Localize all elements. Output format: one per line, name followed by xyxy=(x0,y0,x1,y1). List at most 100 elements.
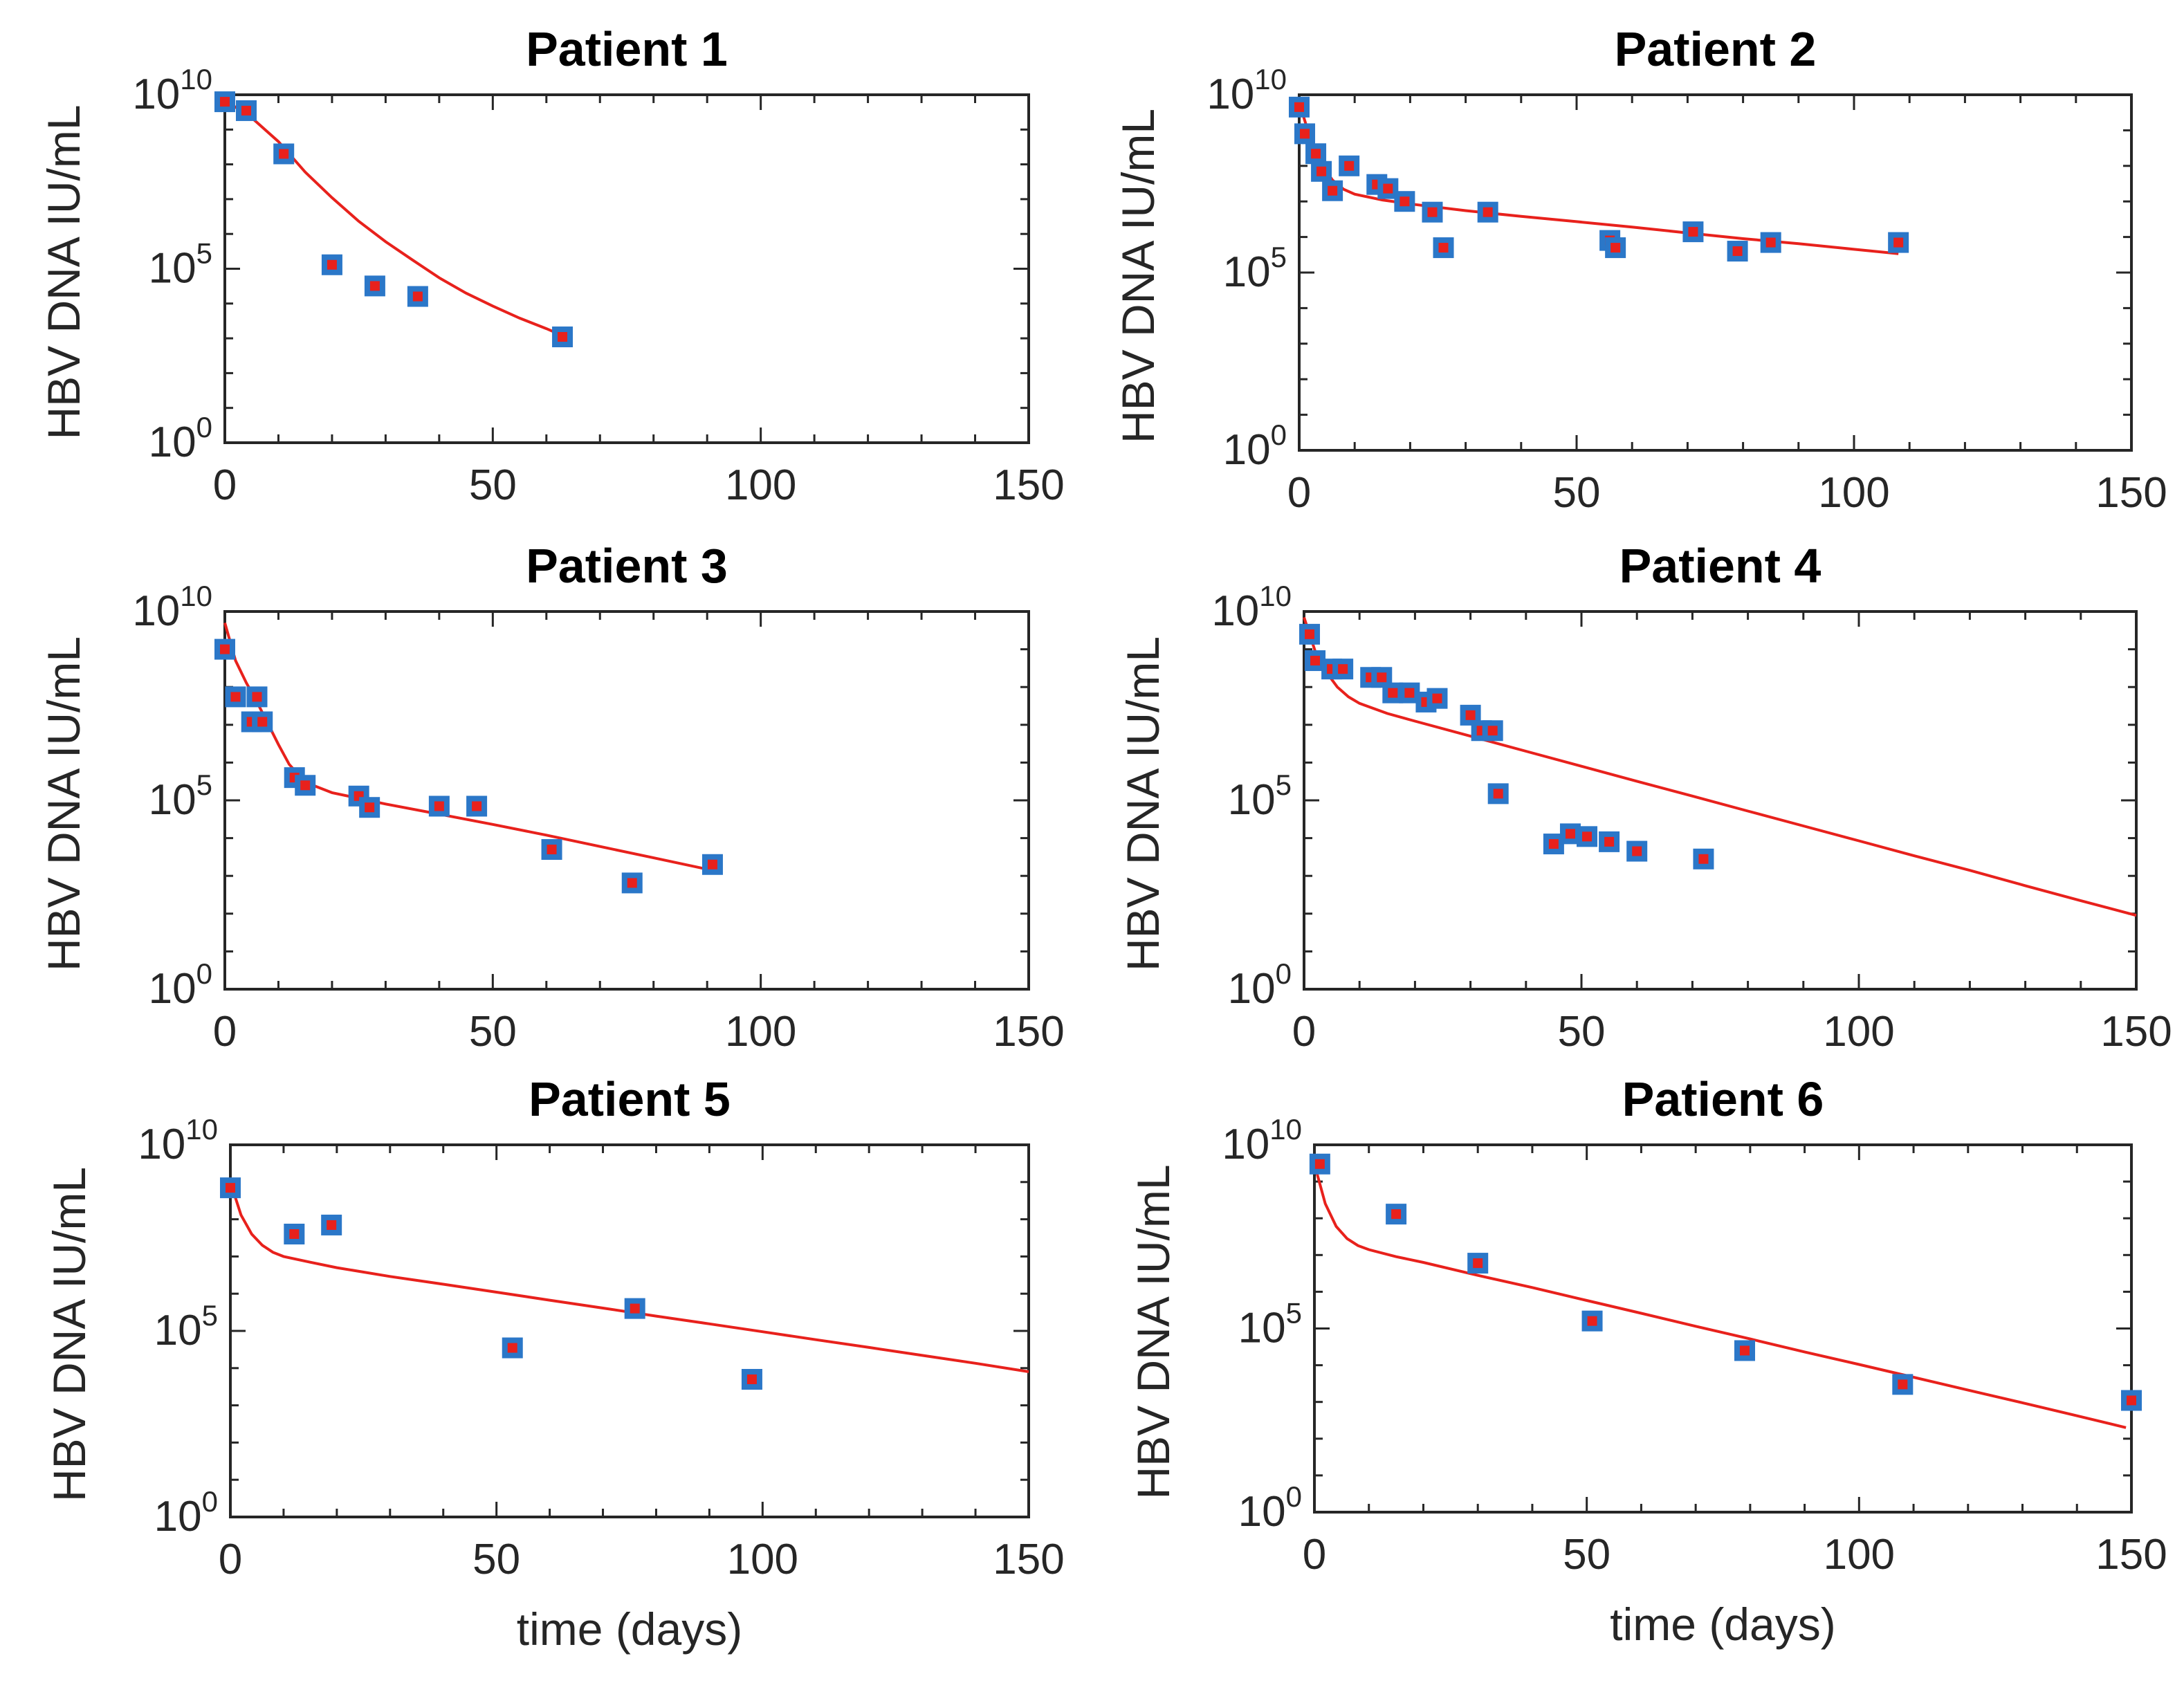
data-point-center xyxy=(412,291,423,302)
x-tick-label: 100 xyxy=(725,461,796,509)
y-tick-base: 10 xyxy=(132,71,180,118)
data-point-center xyxy=(1548,839,1559,849)
data-point xyxy=(428,795,450,817)
x-axis-label: time (days) xyxy=(517,1603,742,1655)
chart-title: Patient 5 xyxy=(529,1072,731,1126)
model-fit-line xyxy=(1313,1164,2127,1429)
y-tick-exponent: 10 xyxy=(180,580,212,612)
y-tick-base: 10 xyxy=(149,245,196,293)
y-tick-exponent: 5 xyxy=(1286,1297,1302,1330)
data-point-center xyxy=(369,281,380,291)
model-fit-line xyxy=(223,622,708,871)
y-tick-exponent: 10 xyxy=(180,63,212,95)
data-point xyxy=(1682,221,1704,243)
data-point-center xyxy=(1487,726,1498,736)
y-axis-label: HBV DNA IU/mL xyxy=(44,1167,95,1502)
data-point-center xyxy=(1328,185,1338,196)
data-point xyxy=(1599,831,1620,852)
data-point-center xyxy=(1632,846,1642,856)
data-point xyxy=(284,1224,305,1245)
y-tick-base: 10 xyxy=(1223,248,1271,296)
data-point xyxy=(621,872,643,894)
data-point-center xyxy=(1698,854,1709,864)
data-point-center xyxy=(1300,129,1310,139)
x-tick-label: 0 xyxy=(1287,469,1311,517)
x-tick-label: 100 xyxy=(1818,469,1889,517)
data-point xyxy=(321,1214,342,1235)
data-point xyxy=(2121,1390,2142,1411)
y-tick-label: 1010 xyxy=(1222,1113,1302,1168)
data-point xyxy=(541,839,562,861)
data-point xyxy=(1426,688,1448,709)
y-tick-exponent: 5 xyxy=(196,237,212,270)
y-tick-label: 100 xyxy=(1223,419,1287,474)
data-point xyxy=(1577,826,1598,847)
data-point-center xyxy=(472,801,482,811)
x-tick-label: 150 xyxy=(2100,1008,2172,1056)
y-tick-label: 105 xyxy=(149,237,212,293)
data-point xyxy=(1433,237,1454,259)
data-point xyxy=(214,638,235,660)
y-axis-label: HBV DNA IU/mL xyxy=(1112,109,1164,443)
x-axis-label: time (days) xyxy=(1610,1599,1835,1650)
data-point xyxy=(1626,840,1648,862)
y-tick-exponent: 10 xyxy=(185,1113,218,1146)
x-tick-label: 150 xyxy=(993,461,1064,509)
x-tick-label: 100 xyxy=(725,1008,796,1056)
data-point xyxy=(1394,191,1415,212)
data-point-center xyxy=(1587,1316,1597,1326)
y-tick-base: 10 xyxy=(138,1121,185,1168)
axes-frame xyxy=(229,1143,1030,1518)
data-point xyxy=(1305,143,1327,165)
y-tick-exponent: 0 xyxy=(196,957,212,990)
data-point xyxy=(1311,160,1332,182)
model-fit-line xyxy=(1303,616,2137,917)
data-point-center xyxy=(1732,246,1743,257)
data-point-center xyxy=(1314,1159,1325,1169)
data-point-center xyxy=(1438,243,1449,253)
y-tick-base: 10 xyxy=(1238,1305,1286,1352)
axes-frame xyxy=(223,93,1030,444)
x-tick-label: 0 xyxy=(213,1008,237,1056)
y-tick-label: 1010 xyxy=(1211,580,1292,635)
data-point-center xyxy=(630,1303,640,1314)
x-tick-label: 150 xyxy=(993,1008,1064,1056)
x-tick-label: 150 xyxy=(2095,469,2167,517)
axes-frame xyxy=(1303,610,2138,991)
y-tick-base: 10 xyxy=(1206,71,1254,118)
y-tick-exponent: 10 xyxy=(1269,1113,1302,1146)
data-point xyxy=(1289,96,1310,118)
data-point-center xyxy=(1427,207,1438,217)
y-tick-label: 100 xyxy=(1238,1480,1302,1536)
chart-title: Patient 3 xyxy=(526,539,728,593)
y-tick-exponent: 5 xyxy=(196,769,212,801)
data-point-center xyxy=(365,802,375,813)
data-point-center xyxy=(1310,656,1321,666)
x-tick-label: 50 xyxy=(1563,1531,1611,1579)
y-tick-label: 105 xyxy=(1238,1297,1302,1352)
axes-frame xyxy=(1298,93,2133,452)
data-point-center xyxy=(226,1183,235,1193)
y-tick-label: 1010 xyxy=(132,580,212,635)
y-tick-label: 100 xyxy=(149,411,212,466)
data-point-center xyxy=(289,1229,300,1240)
model-fit-line xyxy=(1298,102,1899,255)
data-point-center xyxy=(1739,1345,1750,1356)
y-tick-base: 10 xyxy=(149,419,196,466)
data-point xyxy=(295,775,316,796)
y-tick-base: 10 xyxy=(132,587,180,635)
data-point-center xyxy=(434,801,444,811)
data-point xyxy=(1371,667,1393,688)
data-point-center xyxy=(1582,831,1593,842)
axes-frame xyxy=(223,610,1030,991)
data-point xyxy=(1386,1204,1407,1225)
data-point-center xyxy=(327,1220,337,1230)
data-point xyxy=(246,686,268,708)
data-point-center xyxy=(1611,243,1621,253)
